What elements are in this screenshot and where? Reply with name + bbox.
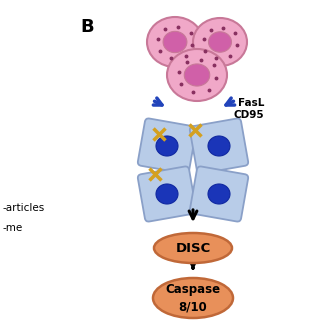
Ellipse shape — [163, 31, 187, 52]
Ellipse shape — [184, 64, 210, 86]
Text: -articles: -articles — [2, 203, 44, 213]
Ellipse shape — [193, 18, 247, 66]
Ellipse shape — [153, 278, 233, 318]
Ellipse shape — [147, 17, 203, 67]
Ellipse shape — [156, 184, 178, 204]
FancyBboxPatch shape — [190, 166, 248, 221]
FancyBboxPatch shape — [190, 118, 248, 173]
FancyBboxPatch shape — [138, 166, 196, 221]
Text: -me: -me — [2, 223, 22, 233]
Ellipse shape — [156, 136, 178, 156]
Text: FasL: FasL — [238, 98, 264, 108]
Ellipse shape — [208, 136, 230, 156]
Text: B: B — [80, 18, 94, 36]
Text: CD95: CD95 — [233, 110, 264, 120]
Ellipse shape — [209, 32, 231, 52]
Ellipse shape — [154, 233, 232, 263]
Ellipse shape — [167, 49, 227, 101]
Ellipse shape — [208, 184, 230, 204]
Text: Caspase
8/10: Caspase 8/10 — [165, 283, 220, 313]
Text: DISC: DISC — [175, 242, 211, 254]
FancyBboxPatch shape — [138, 118, 196, 173]
